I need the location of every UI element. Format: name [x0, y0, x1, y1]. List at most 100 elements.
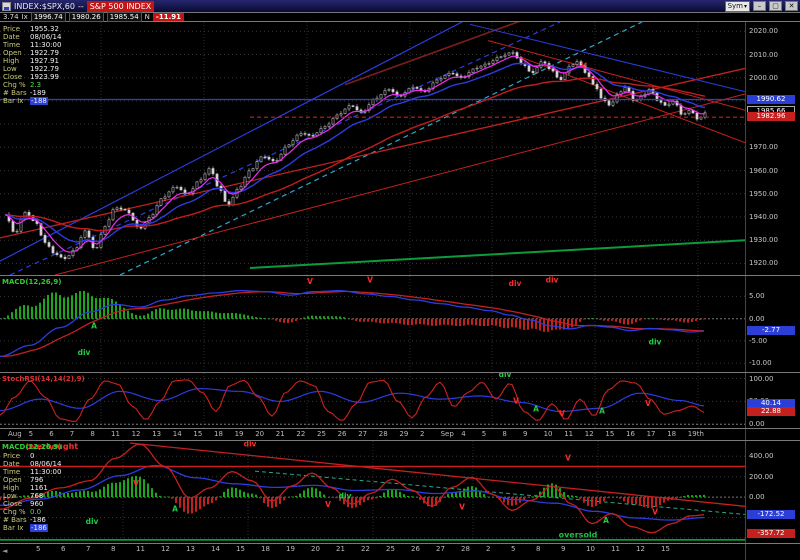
- axis-label: 1930.00: [749, 236, 778, 245]
- close-button[interactable]: ✕: [785, 1, 798, 11]
- info-row: Open 1922.79: [3, 49, 59, 57]
- x-axis-label: 4: [461, 430, 466, 438]
- info-row: Chg % 2.3: [3, 81, 42, 89]
- x-axis-label: 5: [36, 545, 41, 553]
- trendline: [249, 239, 745, 269]
- annotation: div: [509, 279, 522, 288]
- x-axis-label: 11: [611, 545, 620, 553]
- bid-price: 1980.26: [68, 12, 104, 22]
- panel-divider: [0, 543, 800, 544]
- x-axis-label: 13: [152, 430, 162, 438]
- price-chart-panel[interactable]: V: [0, 22, 745, 275]
- info-row: Low 768: [3, 492, 44, 500]
- axis-label: 1970.00: [749, 143, 778, 152]
- x-axis-label: 27: [358, 430, 368, 438]
- x-axis-label: 18: [214, 430, 223, 438]
- scroll-left-icon[interactable]: ◄: [2, 547, 8, 555]
- trendline: [0, 22, 463, 262]
- panel-divider: [0, 372, 800, 373]
- x-axis-label: Sep: [440, 430, 454, 438]
- axis-label: -10.00: [749, 359, 772, 368]
- app-icon: [2, 1, 11, 11]
- net-change-badge: -11.91: [152, 13, 184, 21]
- p-stoch-canvas[interactable]: div V A V A V: [0, 373, 745, 428]
- x-axis-label: 12: [636, 545, 645, 553]
- x-axis-label: 11: [136, 545, 145, 553]
- minimize-button[interactable]: –: [753, 1, 766, 11]
- info-row: High 1927.91: [3, 57, 59, 65]
- info-row: Time 11:30:00: [3, 468, 62, 476]
- x-axis-label: 22: [361, 545, 370, 553]
- x-axis-label: 27: [436, 545, 445, 553]
- axis-label: 0.00: [749, 493, 765, 502]
- axis-label: 100.00: [749, 374, 774, 383]
- stoch-slow-line: [0, 387, 705, 413]
- info-row: # Bars -189: [3, 89, 46, 97]
- symbol-box[interactable]: Sym ▾: [724, 0, 750, 12]
- p-main-canvas[interactable]: V: [0, 22, 745, 275]
- chevron-down-icon: ▾: [743, 2, 747, 10]
- x-axis-label: 8: [90, 430, 95, 438]
- time-axis-lower[interactable]: ◄ 5 6 7 8 11 12 13 14 15 18 19 20 21 22 25 26 27 28 2 5 8 9 10…: [0, 544, 745, 560]
- macd-signal-line: [0, 290, 704, 358]
- x-axis-label: 21: [336, 545, 345, 553]
- annotation: V: [307, 277, 313, 286]
- trendline: [119, 22, 643, 275]
- trendline: [54, 93, 745, 275]
- axis-label: -5.00: [749, 336, 768, 345]
- x-axis-label: 26: [337, 430, 347, 438]
- quote-bar: 3.74 Ix 1996.74 1980.26 1985.54 N -11.91: [0, 12, 800, 22]
- panel-divider: [0, 275, 800, 276]
- price-axis[interactable]: 2020.00 2010.00 2000.00 1970.00 1960.00 1950.…: [745, 22, 800, 560]
- x-axis-label: 28: [378, 430, 388, 438]
- annotation: A: [172, 504, 178, 513]
- last-label: Ix: [21, 13, 28, 21]
- annotation: V: [565, 453, 571, 462]
- x-axis-label: 14: [211, 545, 220, 553]
- annotation: V: [367, 276, 373, 285]
- annotation: V: [325, 500, 331, 509]
- x-axis-label: 6: [49, 430, 54, 438]
- axis-label: 5.00: [749, 292, 765, 301]
- x-axis-label: 25: [317, 430, 326, 438]
- time-axis-upper[interactable]: Aug 5 6 7 8 11 12 13 14 15 18 19 20 21 22 25 26 27 28 29 2 Se…: [0, 429, 745, 440]
- x-axis-label: 20: [255, 430, 265, 438]
- info-row: Open 796: [3, 476, 44, 484]
- titlebar[interactable]: INDEX:$SPX,60 -- S&P 500 INDEX Sym ▾ – ▢…: [0, 0, 800, 13]
- x-axis-label: Aug: [8, 430, 22, 438]
- trendline: [129, 442, 745, 507]
- x-axis-label: 2: [486, 545, 491, 553]
- trendline: [469, 23, 745, 93]
- x-axis-label: 10: [543, 430, 553, 438]
- annotation: overbought: [26, 442, 78, 451]
- panel-divider: [0, 428, 800, 429]
- annotation: V: [652, 507, 658, 516]
- x-axis-label: 16: [626, 430, 635, 438]
- info-row: Price 1955.32: [3, 25, 59, 33]
- ask-price: 1985.54: [106, 12, 142, 22]
- annotation: V: [645, 399, 651, 408]
- annotation: A: [599, 406, 605, 415]
- annotation: V: [581, 61, 587, 70]
- macd-histogram: [0, 476, 705, 514]
- x-axis-label: 29: [399, 430, 409, 438]
- maximize-button[interactable]: ▢: [769, 1, 782, 11]
- x-axis-label: 19: [286, 545, 295, 553]
- x-axis-label: 19: [234, 430, 244, 438]
- axis-label: 2000.00: [749, 73, 778, 82]
- price-badge: 1990.62: [747, 94, 795, 104]
- stochrsi-indicator-panel[interactable]: div V A V A V: [0, 373, 745, 428]
- annotation: V: [513, 396, 519, 405]
- x-axis-label: 15: [661, 545, 670, 553]
- x-axis-label: 7: [86, 545, 91, 553]
- macd-line: [0, 443, 705, 534]
- x-axis-label: 11: [564, 430, 574, 438]
- annotation: div: [244, 441, 257, 449]
- info-row: Close 960: [3, 500, 44, 508]
- trendline: [9, 22, 561, 275]
- axis-label: 1960.00: [749, 166, 778, 175]
